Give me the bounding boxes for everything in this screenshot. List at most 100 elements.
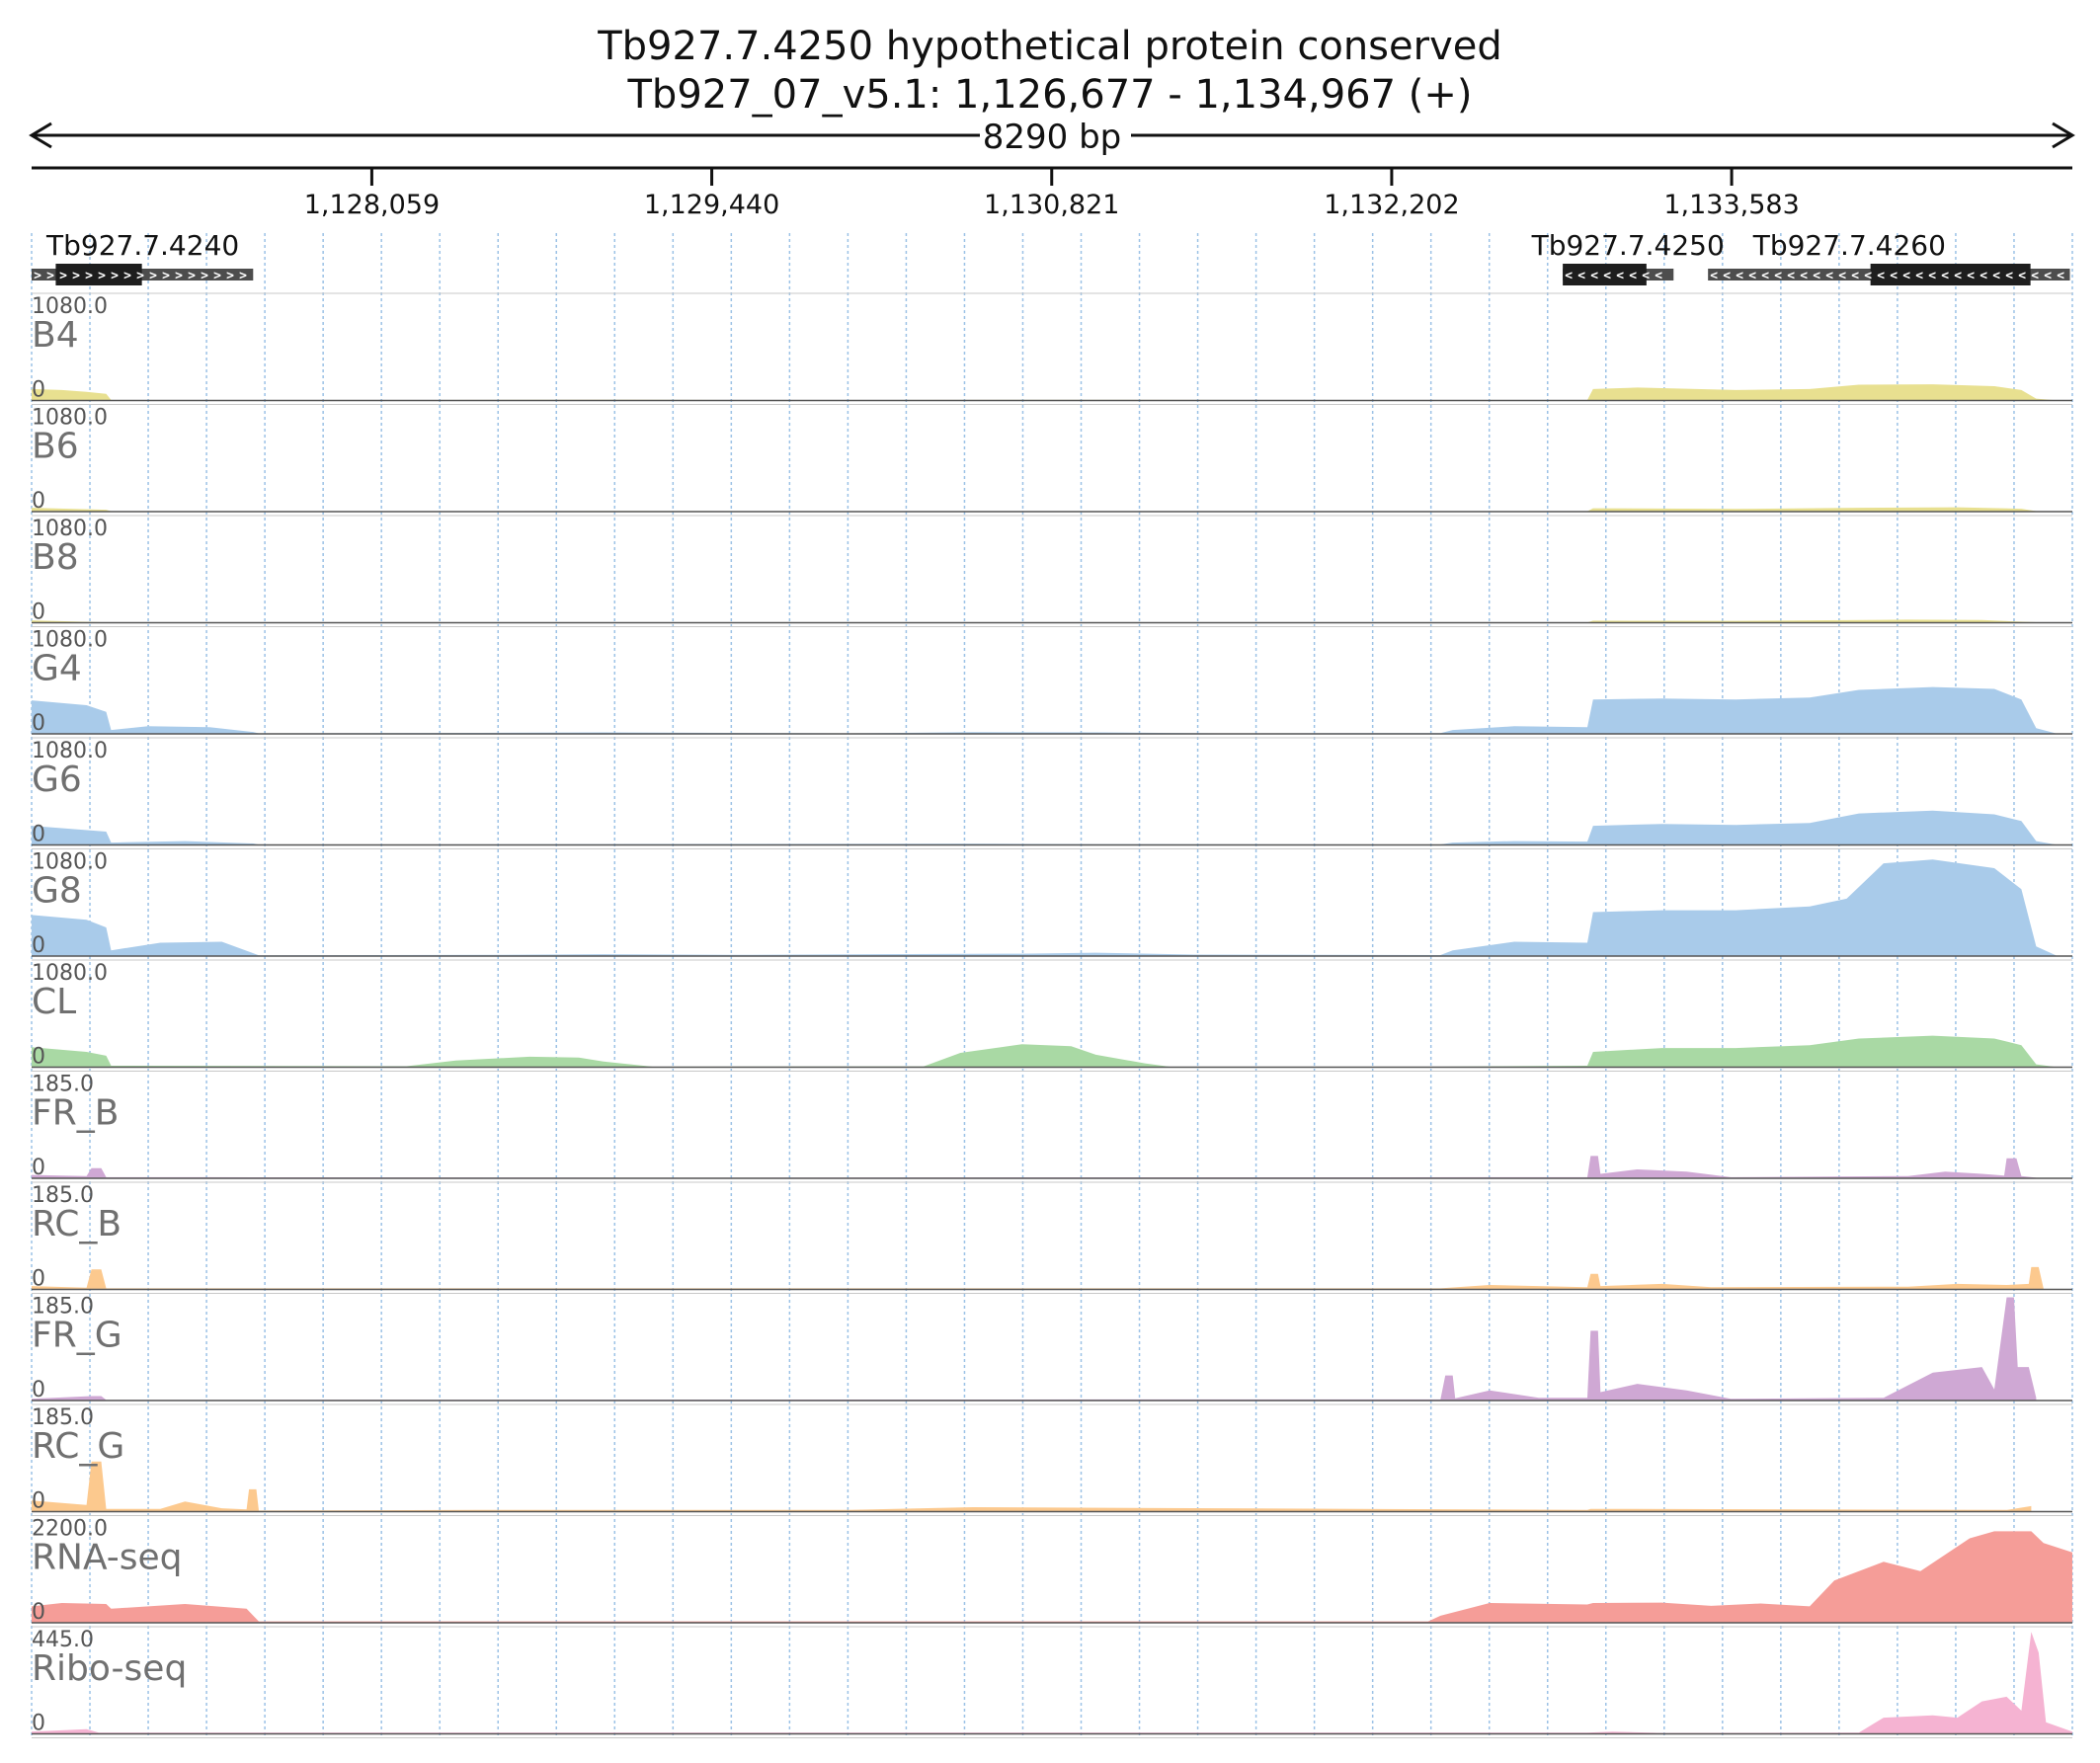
coverage-area	[32, 1632, 2072, 1734]
coverage-area	[32, 1035, 2057, 1068]
strand-chevron-icon: <	[1902, 269, 1910, 283]
strand-chevron-icon: >	[111, 269, 119, 283]
track-B4: 1080.0B4 0	[32, 292, 2072, 403]
strand-chevron-icon: >	[46, 269, 54, 283]
strand-chevron-icon: <	[1787, 269, 1795, 283]
track-name-label: G6	[32, 760, 82, 800]
strand-chevron-icon: <	[1736, 269, 1743, 283]
coverage-area	[32, 859, 2057, 956]
track-name-label: B8	[32, 537, 79, 578]
track-name-label: B6	[32, 427, 79, 467]
strand-chevron-icon: <	[1655, 269, 1662, 283]
coverage-area	[32, 810, 2057, 845]
track-G6: 1080.0G6 0	[32, 737, 2072, 847]
gene-cds	[55, 264, 142, 285]
track-name-label: CL	[32, 982, 76, 1022]
strand-chevron-icon: >	[201, 269, 208, 283]
coverage-area	[32, 384, 2057, 401]
track-G4: 1080.0G4 0	[32, 626, 2072, 736]
span-arrow: 8290 bp	[29, 118, 2075, 157]
tick-label: 1,129,440	[644, 190, 779, 220]
coverage-area	[32, 1266, 2044, 1290]
strand-chevron-icon: <	[1941, 269, 1949, 283]
track-FR_B: 185.0FR_B 0	[32, 1071, 2072, 1180]
strand-chevron-icon: <	[1629, 269, 1637, 283]
strand-chevron-icon: <	[1864, 269, 1872, 283]
strand-chevron-icon: <	[1838, 269, 1846, 283]
track-B8: 1080.0B8 0	[32, 515, 2072, 625]
strand-chevron-icon: >	[188, 269, 196, 283]
strand-chevron-icon: >	[98, 269, 106, 283]
track-name-label: Ribo-seq	[32, 1648, 187, 1689]
strand-chevron-icon: <	[2057, 269, 2064, 283]
strand-chevron-icon: <	[1813, 269, 1820, 283]
strand-chevron-icon: <	[1954, 269, 1962, 283]
track-max-label: 185.0	[32, 1405, 94, 1430]
track-G8: 1080.0G8 0	[32, 848, 2072, 958]
right-arrow-icon	[2052, 121, 2075, 149]
track-name-label: G8	[32, 871, 82, 912]
strand-chevron-icon: <	[2018, 269, 2026, 283]
track-max-label: 445.0	[32, 1628, 94, 1652]
track-max-label: 2200.0	[32, 1517, 108, 1542]
track-zero-label: 0	[32, 1045, 45, 1070]
coverage-area	[32, 1531, 2072, 1623]
track-name-label: RC_G	[32, 1426, 124, 1467]
strand-chevron-icon: <	[1992, 269, 2000, 283]
strand-chevron-icon: >	[162, 269, 170, 283]
track-zero-label: 0	[32, 378, 45, 403]
region-label: Tb927_07_v5.1: 1,126,677 - 1,134,967 (+)	[627, 72, 1473, 118]
strand-chevron-icon: <	[2031, 269, 2039, 283]
strand-chevron-icon: >	[72, 269, 80, 283]
coverage-area	[32, 1156, 2037, 1178]
tick-label: 1,132,202	[1324, 190, 1459, 220]
track-zero-label: 0	[32, 823, 45, 847]
track-max-label: 1080.0	[32, 739, 108, 763]
strand-chevron-icon: >	[239, 269, 247, 283]
track-zero-label: 0	[32, 1600, 45, 1625]
strand-chevron-icon: <	[1723, 269, 1731, 283]
track-max-label: 1080.0	[32, 628, 108, 653]
track-zero-label: 0	[32, 489, 45, 514]
track-zero-label: 0	[32, 601, 45, 625]
track-RC_G: 185.0RC_G 0	[32, 1403, 2072, 1514]
strand-chevron-icon: <	[1565, 269, 1573, 283]
gene-Tb927.7.4260: Tb927.7.4260 < < < < < < < < < < < < < < < < < < < < < < < < < < < <	[1708, 229, 2070, 285]
track-name-label: G4	[32, 649, 82, 689]
gene-label: Tb927.7.4250	[1531, 229, 1725, 262]
tick-label: 1,128,059	[304, 190, 440, 220]
strand-chevron-icon: <	[2044, 269, 2052, 283]
tick-label: 1,133,583	[1663, 190, 1799, 220]
strand-chevron-icon: <	[1616, 269, 1624, 283]
coverage-area	[32, 686, 2057, 734]
track-name-label: RNA-seq	[32, 1538, 183, 1578]
left-arrow-icon	[29, 121, 52, 149]
tick-label: 1,130,821	[984, 190, 1119, 220]
track-zero-label: 0	[32, 1489, 45, 1514]
gene-Tb927.7.4240: Tb927.7.4240> > > > > > > > > > > > > > > > >	[32, 229, 254, 285]
track-max-label: 185.0	[32, 1183, 94, 1208]
gene-cds	[1563, 264, 1647, 285]
strand-chevron-icon: <	[1577, 269, 1585, 283]
strand-chevron-icon: <	[1928, 269, 1936, 283]
track-max-label: 185.0	[32, 1295, 94, 1320]
strand-chevron-icon: <	[2005, 269, 2013, 283]
strand-chevron-icon: >	[85, 269, 93, 283]
strand-chevron-icon: <	[1979, 269, 1987, 283]
coverage-area	[32, 1461, 2032, 1512]
track-B6: 1080.0B6 0	[32, 404, 2072, 514]
track-zero-label: 0	[32, 1378, 45, 1402]
strand-chevron-icon: <	[1890, 269, 1898, 283]
figure-title: Tb927.7.4250 hypothetical protein conser…	[598, 24, 1502, 69]
track-zero-label: 0	[32, 711, 45, 736]
strand-chevron-icon: <	[1710, 269, 1718, 283]
strand-chevron-icon: >	[34, 269, 41, 283]
track-name-label: FR_B	[32, 1093, 119, 1134]
strand-chevron-icon: <	[1851, 269, 1859, 283]
track-max-label: 1080.0	[32, 294, 108, 319]
gene-cds	[1870, 264, 2031, 285]
track-max-label: 1080.0	[32, 850, 108, 875]
